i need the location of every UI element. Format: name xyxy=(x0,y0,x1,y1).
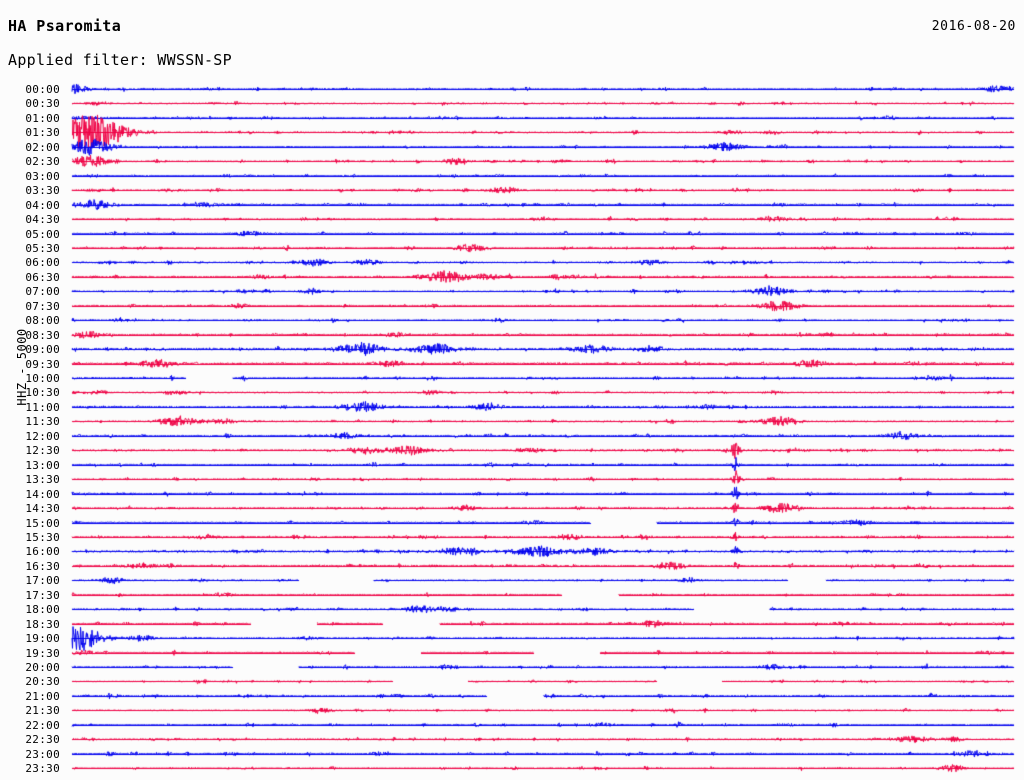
seismogram-trace-canvas xyxy=(0,0,1024,780)
helicorder-page: HA Psaromita 2016-08-20 Applied filter: … xyxy=(0,0,1024,780)
